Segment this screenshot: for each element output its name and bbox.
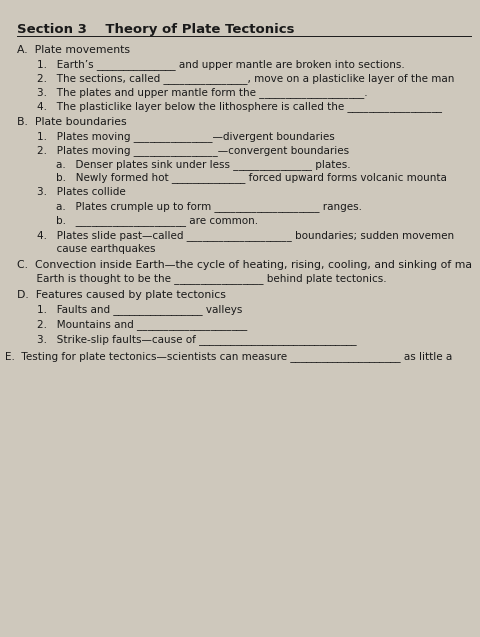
Text: Section 3    Theory of Plate Tectonics: Section 3 Theory of Plate Tectonics bbox=[16, 22, 293, 36]
Text: D.  Features caused by plate tectonics: D. Features caused by plate tectonics bbox=[16, 290, 225, 300]
Text: 3.   The plates and upper mantle form the ____________________.: 3. The plates and upper mantle form the … bbox=[37, 87, 367, 98]
Text: E.  Testing for plate tectonics—scientists can measure _____________________ as : E. Testing for plate tectonics—scientist… bbox=[5, 352, 451, 362]
Text: 1.   Earth’s _______________ and upper mantle are broken into sections.: 1. Earth’s _______________ and upper man… bbox=[37, 59, 404, 70]
Text: C.  Convection inside Earth—the cycle of heating, rising, cooling, and sinking o: C. Convection inside Earth—the cycle of … bbox=[16, 260, 470, 270]
Text: 4.   Plates slide past—called ____________________ boundaries; sudden movemen: 4. Plates slide past—called ____________… bbox=[37, 231, 453, 241]
Text: a.   Plates crumple up to form ____________________ ranges.: a. Plates crumple up to form ___________… bbox=[56, 201, 361, 212]
Text: Earth is thought to be the _________________ behind plate tectonics.: Earth is thought to be the _____________… bbox=[16, 273, 385, 285]
Text: 1.   Plates moving _______________—divergent boundaries: 1. Plates moving _______________—diverge… bbox=[37, 131, 334, 142]
Text: b.   Newly formed hot ______________ forced upward forms volcanic mounta: b. Newly formed hot ______________ force… bbox=[56, 173, 445, 183]
Text: A.  Plate movements: A. Plate movements bbox=[16, 45, 129, 55]
Text: 3.   Strike-slip faults—cause of ______________________________: 3. Strike-slip faults—cause of _________… bbox=[37, 334, 356, 345]
Text: 1.   Faults and _________________ valleys: 1. Faults and _________________ valleys bbox=[37, 304, 242, 315]
Text: 3.   Plates collide: 3. Plates collide bbox=[37, 187, 125, 197]
Text: 4.   The plasticlike layer below the lithosphere is called the _________________: 4. The plasticlike layer below the litho… bbox=[37, 101, 441, 111]
Text: 2.   The sections, called ________________, move on a plasticlike layer of the m: 2. The sections, called ________________… bbox=[37, 73, 453, 84]
Text: a.   Denser plates sink under less _______________ plates.: a. Denser plates sink under less _______… bbox=[56, 159, 349, 169]
Text: cause earthquakes: cause earthquakes bbox=[37, 243, 155, 254]
Text: B.  Plate boundaries: B. Plate boundaries bbox=[16, 117, 126, 127]
Text: 2.   Mountains and _____________________: 2. Mountains and _____________________ bbox=[37, 319, 247, 330]
Text: b.   _____________________ are common.: b. _____________________ are common. bbox=[56, 215, 257, 225]
Text: 2.   Plates moving ________________—convergent boundaries: 2. Plates moving ________________—conver… bbox=[37, 145, 348, 156]
